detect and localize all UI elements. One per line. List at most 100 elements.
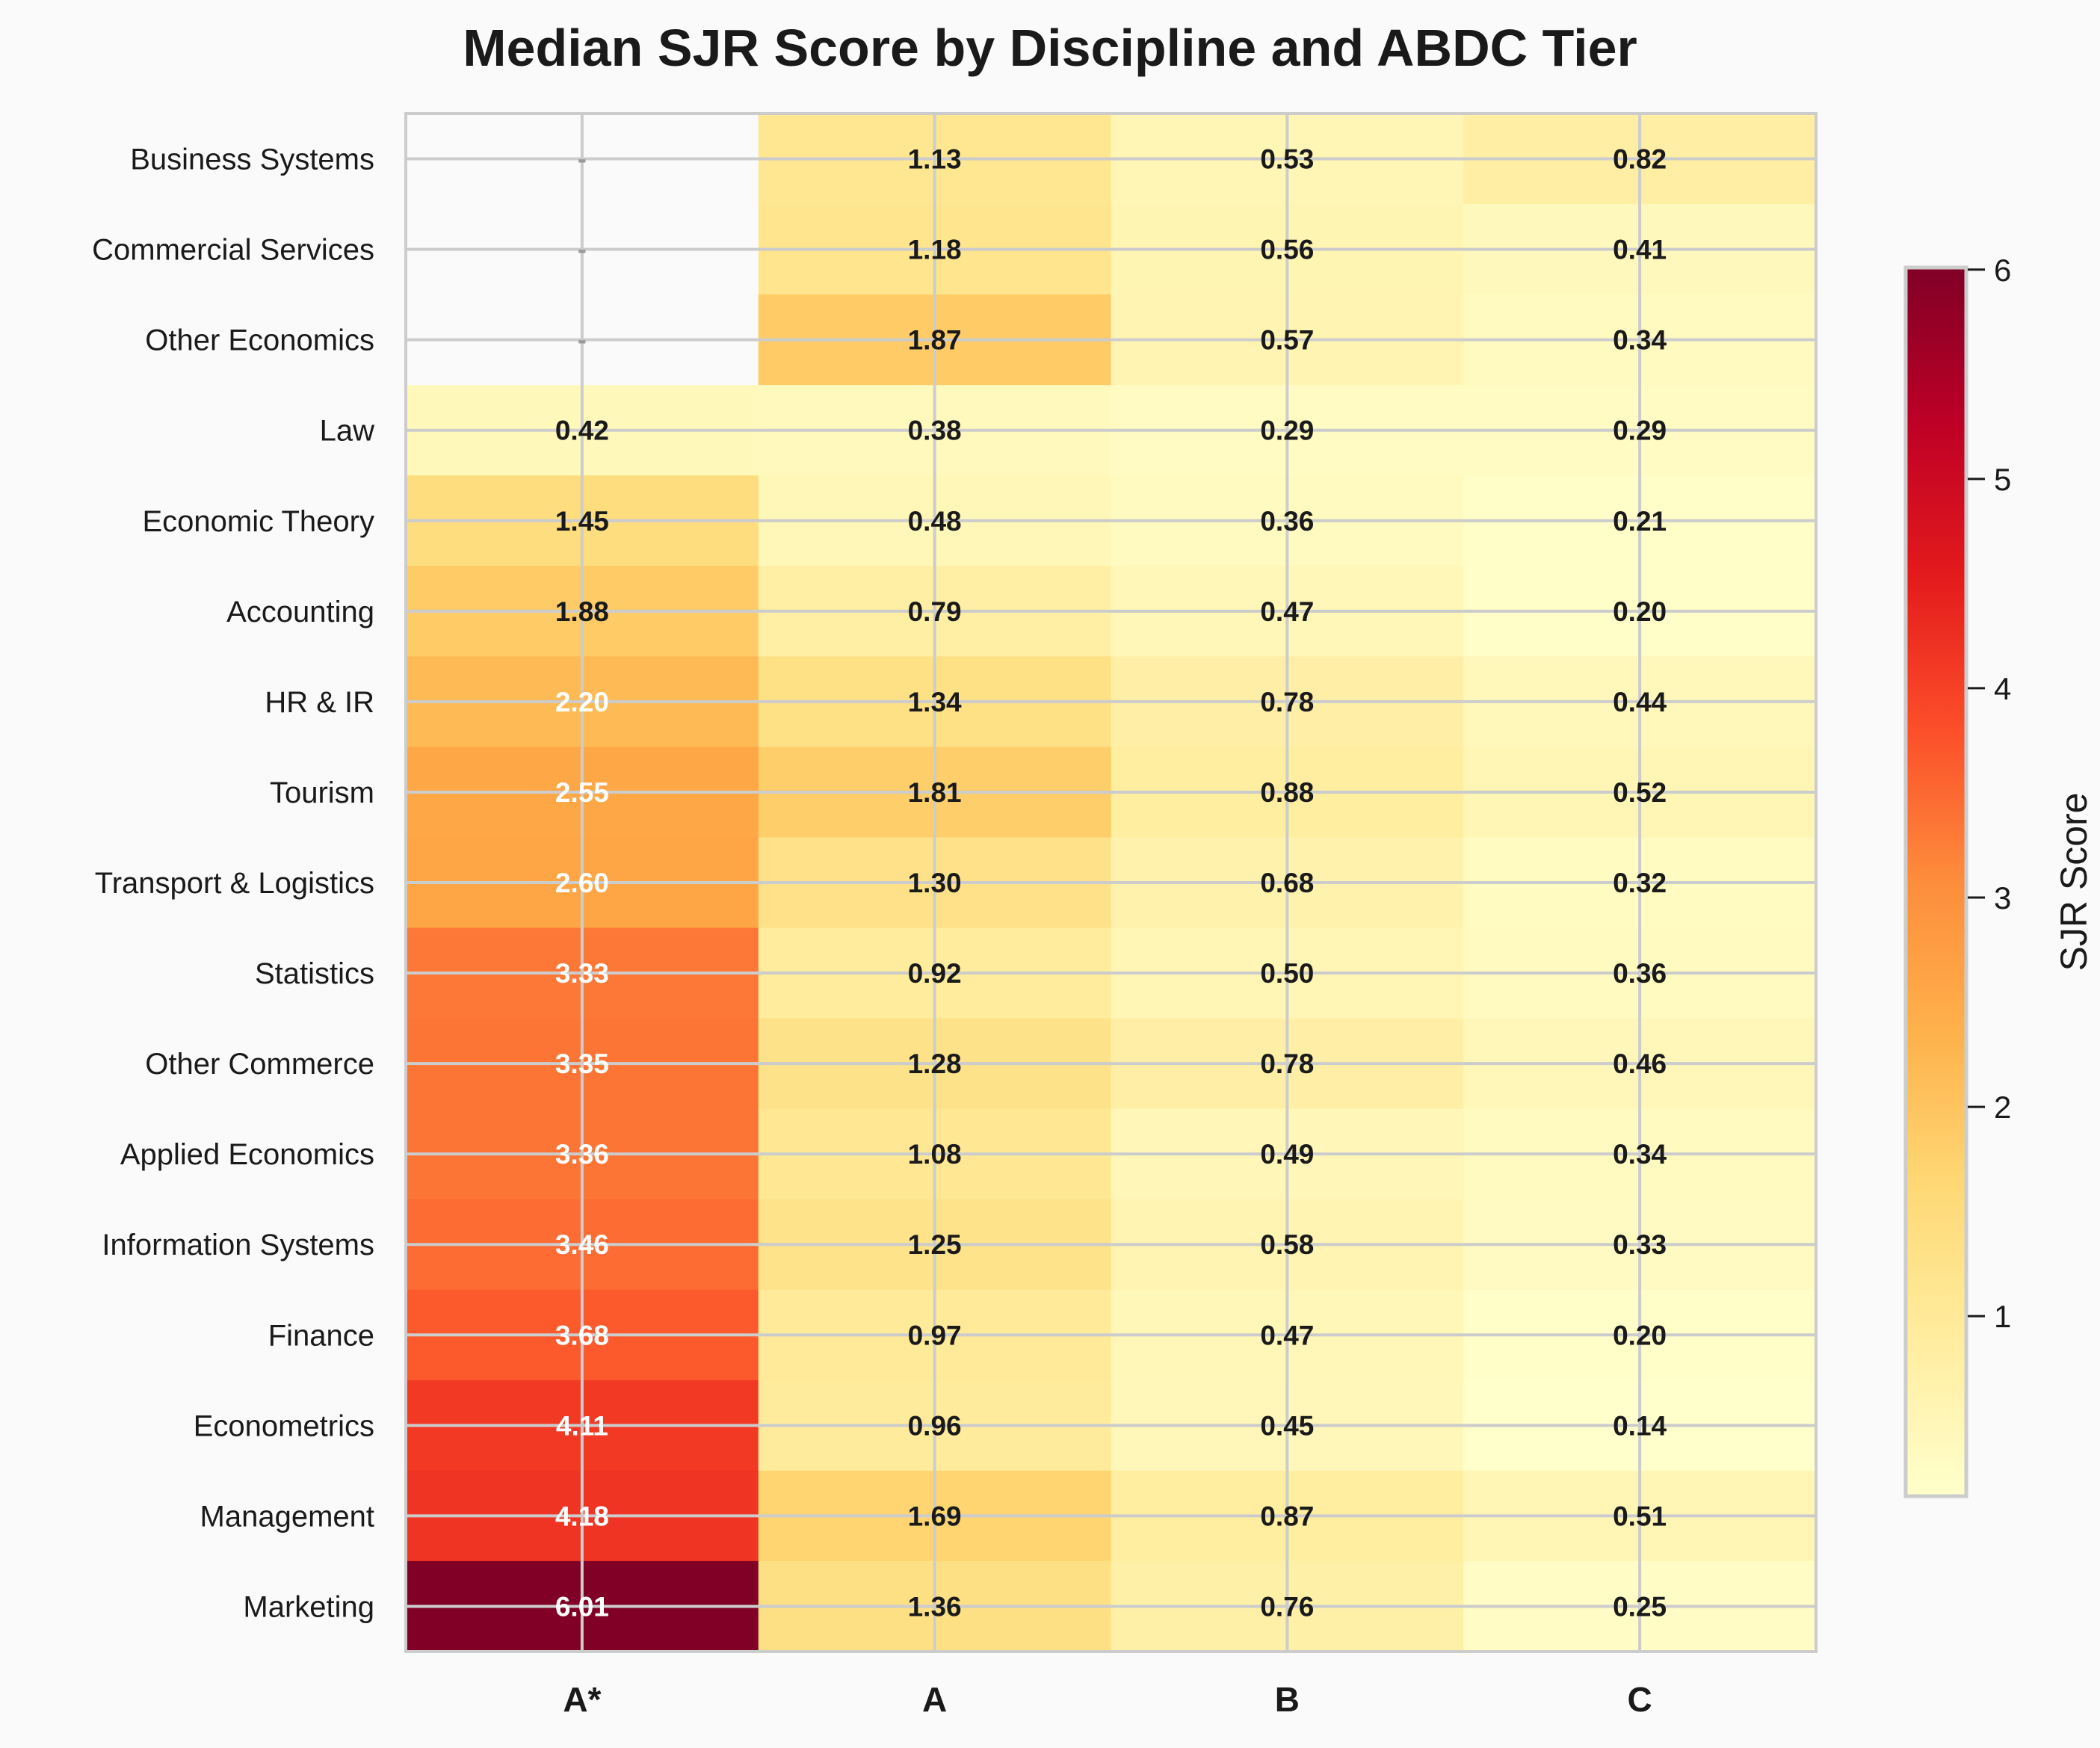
cell-value-label: 2.20: [555, 687, 609, 717]
cell-value-label: 0.82: [1613, 144, 1667, 175]
row-label: Statistics: [255, 957, 374, 990]
cell-value-label: 0.50: [1260, 958, 1314, 989]
cell-value-label: 0.88: [1260, 777, 1314, 808]
cell-value-label: 0.36: [1260, 506, 1314, 537]
cell-value-label: 1.87: [908, 325, 962, 356]
cell-value-label: 0.38: [908, 416, 962, 446]
cell-value-label: 0.32: [1613, 868, 1667, 898]
row-label: Transport & Logistics: [95, 867, 374, 900]
cell-value-label: 0.48: [908, 506, 962, 537]
colorbar-tick-label: 1: [1994, 1299, 2011, 1334]
cell-value-label: 1.81: [908, 777, 962, 808]
cell-value-label: 1.18: [908, 235, 962, 265]
cell-value-label: 0.41: [1613, 235, 1667, 265]
row-label: Econometrics: [194, 1409, 374, 1442]
cell-value-label: 1.88: [555, 596, 609, 627]
missing-value-label: -: [578, 234, 587, 265]
colorbar-tick-label: 3: [1994, 880, 2011, 915]
cell-value-label: 0.76: [1260, 1591, 1314, 1622]
cell-value-label: 0.97: [908, 1320, 962, 1350]
row-label: Accounting: [226, 596, 374, 629]
cell-value-label: 0.29: [1260, 416, 1314, 446]
cell-value-label: 0.45: [1260, 1410, 1314, 1441]
cell-value-label: 1.30: [908, 868, 962, 898]
cell-value-label: 0.68: [1260, 868, 1314, 898]
cell-value-label: 0.96: [908, 1410, 962, 1441]
cell-value-label: 3.68: [555, 1320, 609, 1350]
row-label: Economic Theory: [142, 505, 374, 538]
row-label: Finance: [268, 1319, 374, 1352]
cell-value-label: 0.44: [1613, 687, 1667, 717]
colorbar-tick-label: 5: [1994, 462, 2011, 497]
cell-value-label: 3.46: [555, 1229, 609, 1260]
cell-value-label: 0.79: [908, 596, 962, 627]
row-label: Other Economics: [145, 324, 374, 357]
cell-value-label: 0.56: [1260, 235, 1314, 265]
cell-value-label: 0.25: [1613, 1591, 1667, 1622]
cell-value-label: 1.13: [908, 144, 962, 175]
column-label: C: [1628, 1680, 1652, 1719]
cell-value-label: 0.52: [1613, 777, 1667, 808]
cell-value-label: 1.34: [908, 687, 962, 717]
missing-value-label: -: [578, 143, 587, 174]
cell-value-label: 3.36: [555, 1139, 609, 1170]
cell-value-label: 0.29: [1613, 416, 1667, 446]
cell-value-label: 1.36: [908, 1591, 962, 1622]
row-label: Information Systems: [102, 1229, 374, 1261]
cell-value-label: 4.11: [556, 1410, 608, 1441]
row-label: Tourism: [270, 776, 374, 809]
cell-value-label: 0.34: [1613, 325, 1667, 356]
cell-value-label: 0.14: [1613, 1410, 1667, 1441]
cell-value-label: 3.33: [555, 958, 609, 989]
cell-value-label: 0.46: [1613, 1049, 1667, 1079]
colorbar-tick-label: 6: [1994, 253, 2011, 288]
colorbar-tick-label: 4: [1994, 671, 2011, 706]
cell-value-label: 0.34: [1613, 1139, 1667, 1170]
cell-value-label: 0.33: [1613, 1229, 1667, 1260]
cell-value-label: 0.78: [1260, 1049, 1314, 1079]
cell-value-label: 0.51: [1613, 1501, 1667, 1531]
cell-value-label: 1.45: [555, 506, 609, 537]
cell-value-label: 0.42: [555, 416, 609, 446]
row-label: HR & IR: [265, 686, 374, 719]
cell-value-label: 0.92: [908, 958, 962, 989]
row-label: Other Commerce: [145, 1048, 374, 1081]
cell-value-label: 0.21: [1613, 506, 1667, 537]
missing-value-label: -: [578, 324, 587, 355]
plot-frame: [404, 112, 1818, 1653]
cell-value-label: 0.53: [1260, 144, 1314, 175]
colorbar: [1903, 265, 1968, 1498]
cell-value-label: 1.25: [908, 1229, 962, 1260]
row-label: Business Systems: [130, 143, 374, 176]
cell-value-label: 0.36: [1613, 958, 1667, 989]
column-label: B: [1275, 1680, 1300, 1719]
row-label: Law: [320, 415, 374, 448]
cell-value-label: 0.87: [1260, 1501, 1314, 1531]
cell-value-label: 0.57: [1260, 325, 1314, 356]
cell-value-label: 0.20: [1613, 1320, 1667, 1350]
colorbar-tick-label: 2: [1994, 1090, 2011, 1125]
cell-value-label: 0.20: [1613, 596, 1667, 627]
cell-value-label: 0.49: [1260, 1139, 1314, 1170]
chart-title: Median SJR Score by Discipline and ABDC …: [463, 19, 1637, 77]
cell-value-label: 1.28: [908, 1049, 962, 1079]
row-label: Applied Economics: [120, 1138, 374, 1171]
cell-value-label: 6.01: [555, 1591, 609, 1622]
row-label: Commercial Services: [92, 234, 374, 267]
cell-value-label: 4.18: [555, 1501, 609, 1531]
cell-value-label: 0.78: [1260, 687, 1314, 717]
cell-value-label: 2.55: [555, 777, 609, 808]
cell-value-label: 1.08: [908, 1139, 962, 1170]
cell-value-label: 2.60: [555, 868, 609, 898]
cell-value-label: 1.69: [908, 1501, 962, 1531]
column-label: A: [922, 1680, 947, 1719]
column-label: A*: [563, 1680, 601, 1719]
cell-value-label: 0.47: [1260, 596, 1314, 627]
colorbar-label: SJR Score: [2053, 793, 2095, 972]
cell-value-label: 0.47: [1260, 1320, 1314, 1350]
row-label: Management: [200, 1500, 374, 1533]
cell-value-label: 3.35: [555, 1049, 609, 1079]
row-label: Marketing: [243, 1590, 374, 1623]
cell-value-label: 0.58: [1260, 1229, 1314, 1260]
